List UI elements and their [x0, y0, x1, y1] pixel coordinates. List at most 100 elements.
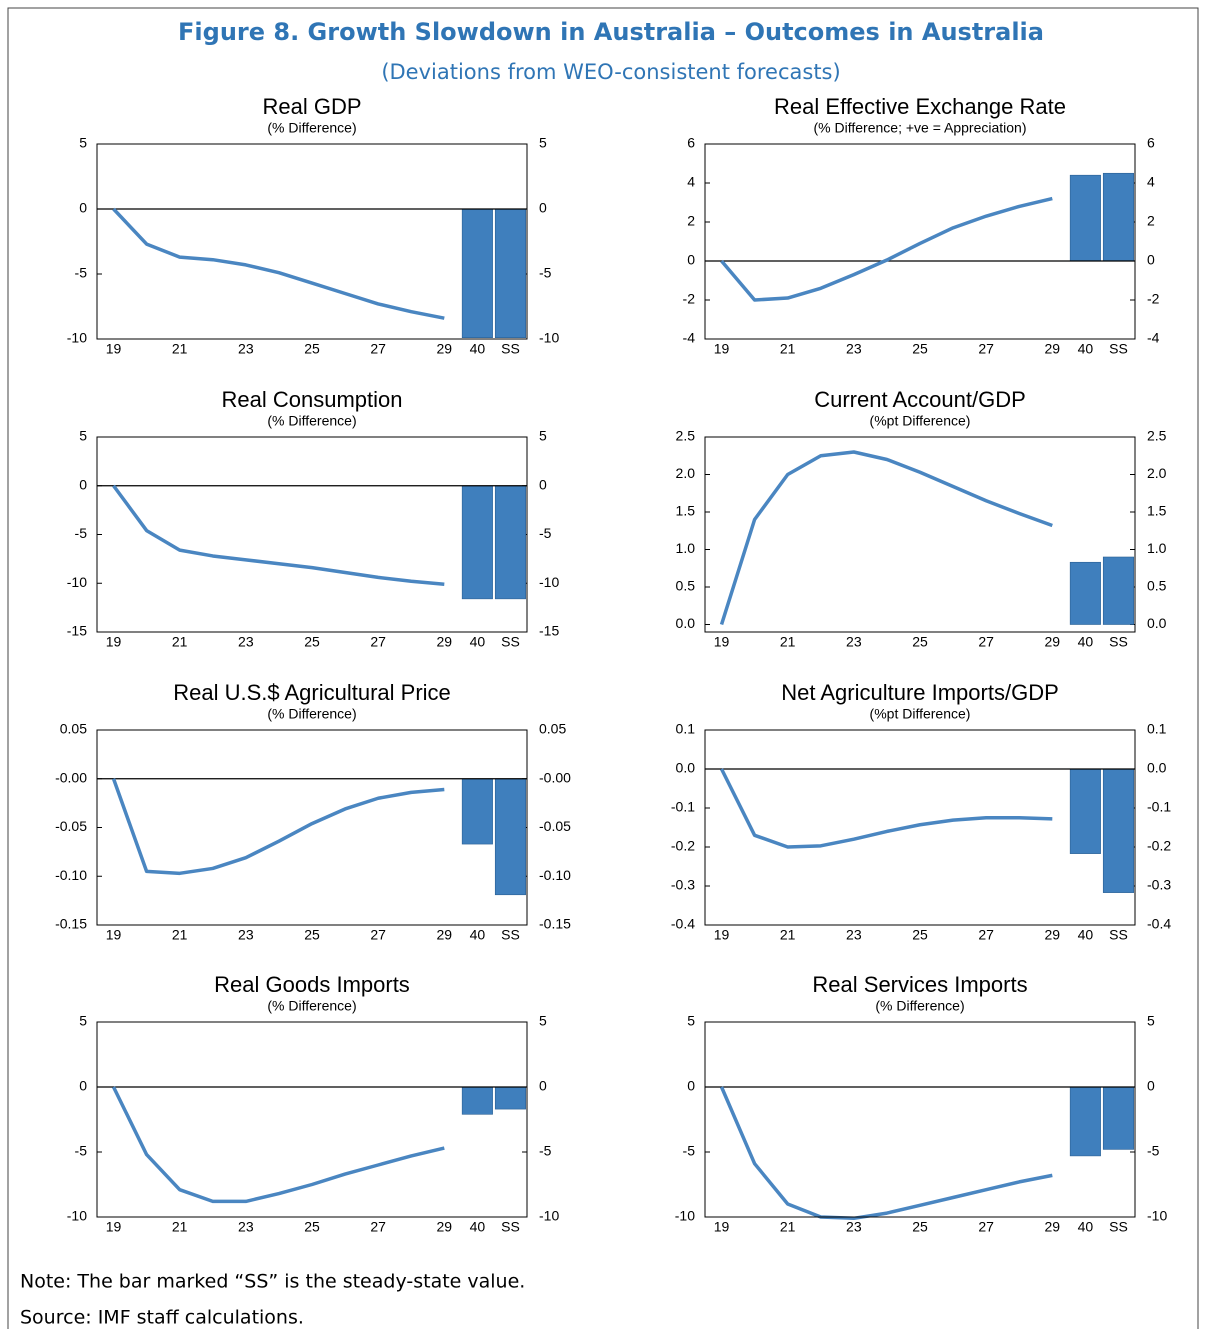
panel-title: Current Account/GDP: [814, 387, 1026, 412]
plot-frame: [96, 436, 528, 633]
bar: [461, 1086, 493, 1115]
y2-tick-label: 0: [1147, 1078, 1155, 1094]
x-tick-label: 19: [106, 1219, 122, 1235]
y-tick-label: -5: [75, 265, 88, 281]
y-tick-label: -10: [67, 574, 87, 590]
y2-tick-label: -10: [539, 330, 559, 346]
x-tick-label: SS: [501, 341, 520, 357]
y2-tick-label: -5: [539, 1143, 552, 1159]
plot-frame: [704, 729, 1136, 926]
x-tick-label: 40: [1078, 341, 1094, 357]
bar: [1069, 561, 1101, 625]
y2-tick-label: 1.5: [1147, 503, 1167, 519]
x-tick-label: 25: [304, 634, 320, 650]
y-tick-label: 5: [79, 1013, 87, 1029]
y2-tick-label: -15: [539, 623, 559, 639]
panel-title: Real U.S.$ Agricultural Price: [173, 680, 451, 705]
y-tick-label: 0: [79, 200, 87, 216]
x-tick-label: 29: [1045, 634, 1061, 650]
y2-tick-label: -4: [1147, 330, 1160, 346]
y2-tick-label: -0.1: [1147, 799, 1171, 815]
y2-tick-label: -0.10: [539, 867, 571, 883]
x-tick-label: 27: [978, 927, 994, 943]
x-tick-label: 19: [106, 634, 122, 650]
x-tick-label: 25: [304, 927, 320, 943]
y2-tick-label: 2: [1147, 213, 1155, 229]
line: [719, 1086, 1053, 1221]
y-tick-label: -0.10: [55, 867, 87, 883]
x-tick-label: 21: [172, 1219, 188, 1235]
x-tick-label: 23: [846, 341, 862, 357]
x-tick-label: 19: [714, 1219, 730, 1235]
x-tick-label: 19: [714, 927, 730, 943]
y2-tick-label: -0.15: [539, 916, 571, 932]
x-tick-label: 40: [470, 1219, 486, 1235]
x-tick-label: 21: [172, 927, 188, 943]
bar: [494, 485, 526, 600]
bar: [461, 208, 493, 338]
y-tick-label: -15: [67, 623, 87, 639]
y-tick-label: 0.0: [676, 615, 696, 631]
bar: [494, 778, 526, 896]
x-tick-label: 29: [437, 634, 453, 650]
x-tick-label: 27: [370, 341, 386, 357]
x-tick-label: 27: [370, 927, 386, 943]
plot-frame: [704, 1021, 1136, 1218]
x-tick-label: 27: [978, 341, 994, 357]
y-tick-label: -0.00: [55, 769, 87, 785]
y-tick-label: -4: [683, 330, 696, 346]
bar: [494, 208, 526, 338]
plot-frame: [96, 729, 528, 926]
y2-tick-label: 4: [1147, 174, 1155, 190]
x-tick-label: 19: [106, 927, 122, 943]
x-tick-label: SS: [501, 634, 520, 650]
x-tick-label: 27: [978, 1219, 994, 1235]
bar: [1102, 1086, 1134, 1150]
y-tick-label: 1.0: [676, 540, 696, 556]
line: [719, 768, 1053, 849]
y2-tick-label: -0.05: [539, 818, 571, 834]
y2-tick-label: -5: [1147, 1143, 1160, 1159]
y-tick-label: 4: [687, 174, 695, 190]
source: Source: IMF staff calculations.: [20, 1307, 304, 1329]
figure-subtitle: (Deviations from WEO-consistent forecast…: [381, 60, 840, 84]
x-tick-label: 27: [978, 634, 994, 650]
y-tick-label: 5: [79, 135, 87, 151]
y2-tick-label: 1.0: [1147, 540, 1167, 556]
plot-frame: [96, 143, 528, 340]
x-tick-label: 29: [437, 1219, 453, 1235]
x-tick-label: 25: [304, 341, 320, 357]
y2-tick-label: -2: [1147, 291, 1160, 307]
y2-tick-label: -0.4: [1147, 916, 1171, 932]
y2-tick-label: 0: [539, 200, 547, 216]
panel-subtitle: (%pt Difference): [870, 706, 971, 722]
y2-tick-label: -0.3: [1147, 877, 1171, 893]
line: [719, 450, 1053, 626]
line: [111, 778, 445, 876]
panel-subtitle: (% Difference): [267, 413, 356, 429]
panel-title: Real Consumption: [222, 387, 403, 412]
y-tick-label: 2.0: [676, 465, 696, 481]
x-tick-label: 21: [780, 927, 796, 943]
x-tick-label: 23: [238, 341, 254, 357]
x-tick-label: 19: [714, 634, 730, 650]
y-tick-label: 6: [687, 135, 695, 151]
bar: [1102, 556, 1134, 625]
panel-title: Real Effective Exchange Rate: [774, 94, 1066, 119]
y-tick-label: 5: [687, 1013, 695, 1029]
y2-tick-label: -5: [539, 265, 552, 281]
y2-tick-label: -10: [539, 574, 559, 590]
x-tick-label: SS: [501, 927, 520, 943]
y2-tick-label: -10: [1147, 1208, 1167, 1224]
y-tick-label: -5: [683, 1143, 696, 1159]
x-tick-label: 23: [846, 927, 862, 943]
x-tick-label: 29: [437, 341, 453, 357]
y-tick-label: 2: [687, 213, 695, 229]
panel-subtitle: (%pt Difference): [870, 413, 971, 429]
panel-title: Real Goods Imports: [214, 972, 410, 997]
line: [112, 207, 445, 320]
panel-subtitle: (% Difference): [875, 998, 964, 1014]
y-tick-label: -2: [683, 291, 696, 307]
x-tick-label: 23: [238, 927, 254, 943]
